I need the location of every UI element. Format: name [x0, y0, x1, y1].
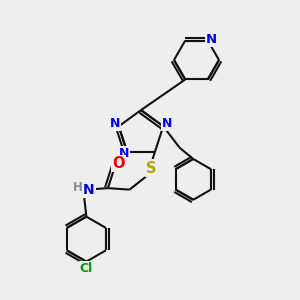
Text: H: H — [73, 181, 83, 194]
Text: N: N — [83, 183, 94, 196]
Text: N: N — [206, 32, 217, 46]
Text: Cl: Cl — [80, 262, 93, 275]
Text: N: N — [118, 147, 129, 161]
Text: S: S — [146, 160, 156, 175]
Text: N: N — [162, 117, 172, 130]
Text: O: O — [112, 156, 125, 171]
Text: N: N — [110, 117, 120, 130]
